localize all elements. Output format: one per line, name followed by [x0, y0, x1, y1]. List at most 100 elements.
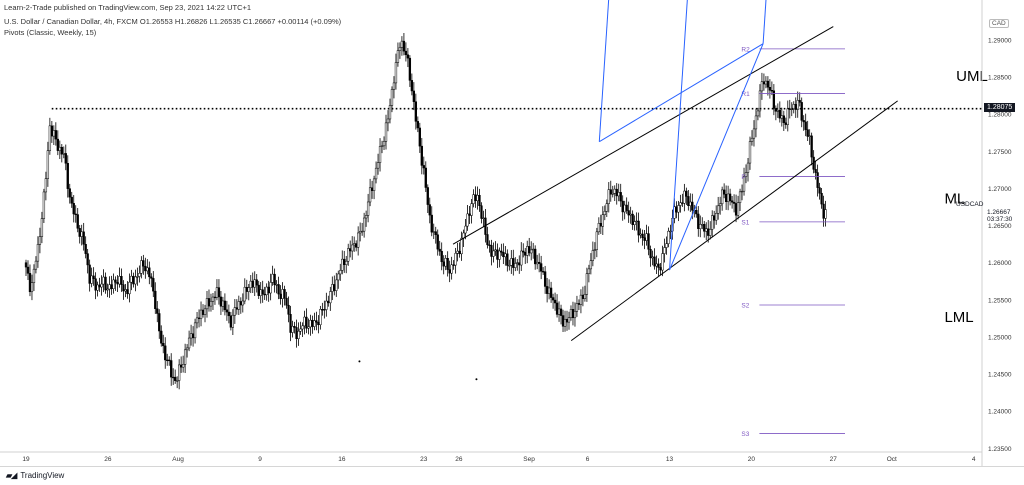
candle-body [504, 253, 507, 258]
candle-body [279, 293, 282, 299]
candle-body [132, 275, 135, 285]
candle-body [649, 249, 652, 259]
candle-body [424, 167, 427, 188]
candle-body [68, 188, 71, 198]
candle-body [701, 224, 704, 226]
candle-body [732, 201, 736, 204]
pivot-label: R2 [741, 46, 750, 53]
candle-body [189, 333, 193, 339]
candle-body [699, 224, 702, 229]
candle-body [106, 288, 109, 291]
candle-body [778, 109, 781, 119]
candle-body [709, 229, 712, 236]
candle-body [740, 190, 744, 193]
candle-body [211, 296, 215, 302]
candle-body [766, 80, 770, 88]
candle-body [565, 319, 569, 323]
candle-body [722, 189, 726, 195]
candle-body [168, 359, 171, 362]
candle-body [631, 213, 634, 225]
candle-body [378, 146, 382, 163]
time-tick-label: 6 [586, 456, 590, 463]
time-tick-label: Oct [887, 456, 897, 463]
candle-body [758, 90, 762, 112]
candle-body [762, 81, 766, 85]
symbol-legend[interactable]: U.S. Dollar / Canadian Dollar, 4h, FXCM … [4, 17, 342, 26]
time-tick-label: Sep [523, 456, 535, 463]
candle-body [492, 250, 495, 257]
candle-body [195, 317, 199, 324]
candle-body [285, 297, 288, 306]
candle-body [108, 284, 111, 290]
candle-body [742, 176, 746, 192]
candle-body [514, 263, 517, 268]
candle-body [124, 289, 127, 292]
candle-body [72, 203, 75, 215]
candle-body [611, 193, 614, 195]
candle-body [625, 204, 628, 211]
candle-body [257, 284, 260, 296]
candle-body [357, 232, 360, 248]
candle-body [44, 178, 48, 193]
candle-body [496, 249, 499, 260]
candle-body [263, 293, 266, 296]
candle-body [438, 248, 441, 252]
candle-body [317, 321, 320, 326]
candle-body [116, 282, 119, 285]
candle-body [181, 364, 185, 368]
candle-body [237, 301, 240, 310]
candle-body [569, 309, 573, 318]
chart-plot[interactable]: R2 R1 P S1 S2 S3 UML ML LML 1.29000 1.28500 1.2800… [0, 0, 1024, 466]
candle-body [223, 300, 227, 311]
pitchfork-label: ML [944, 190, 965, 207]
bar-countdown: 03:37:30 [987, 215, 1013, 223]
price-tick-label: 1.27500 [988, 149, 1012, 156]
candle-body [655, 263, 658, 267]
candle-body [309, 319, 312, 328]
candle-body [32, 268, 36, 284]
candle-body [355, 243, 358, 248]
candle-body [450, 264, 453, 274]
candle-body [466, 213, 469, 227]
candle-body [780, 115, 783, 119]
candle-body [187, 337, 191, 349]
candle-body [677, 205, 680, 213]
candle-body [557, 308, 561, 315]
candle-body [524, 251, 527, 256]
candle-body [197, 317, 201, 319]
candle-body [62, 153, 65, 155]
candle-body [404, 50, 408, 56]
pivot-label: R1 [741, 91, 750, 98]
candle-body [736, 202, 740, 216]
candle-body [235, 307, 238, 310]
candle-body [353, 243, 356, 246]
price-tick-label: 1.25000 [988, 334, 1012, 341]
candle-body [382, 141, 386, 147]
candle-body [362, 217, 366, 232]
candle-body [110, 284, 113, 289]
candle-body [540, 263, 543, 272]
candle-body [478, 195, 481, 206]
candle-body [144, 265, 147, 272]
candle-body [315, 320, 318, 323]
tradingview-logo[interactable]: ▰◢ TradingView [6, 471, 64, 480]
candle-body [265, 286, 268, 296]
candle-body [456, 250, 459, 254]
candle-body [253, 279, 256, 288]
candle-body [705, 228, 708, 232]
candle-body [454, 252, 457, 266]
candle-body [595, 231, 598, 250]
candle-body [619, 192, 622, 202]
candle-body [148, 267, 151, 278]
candle-body [70, 196, 73, 204]
candle-body [84, 243, 87, 254]
candle-body [607, 189, 610, 204]
current-symbol-label: USDCAD [956, 201, 984, 209]
candle-body [74, 213, 77, 216]
indicator-legend[interactable]: Pivots (Classic, Weekly, 15) [4, 28, 97, 37]
pivot-label: S3 [741, 431, 749, 438]
candle-body [764, 80, 768, 85]
price-tick-label: 1.26500 [988, 223, 1012, 230]
candle-body [402, 40, 406, 52]
currency-badge[interactable]: CAD [989, 19, 1009, 28]
